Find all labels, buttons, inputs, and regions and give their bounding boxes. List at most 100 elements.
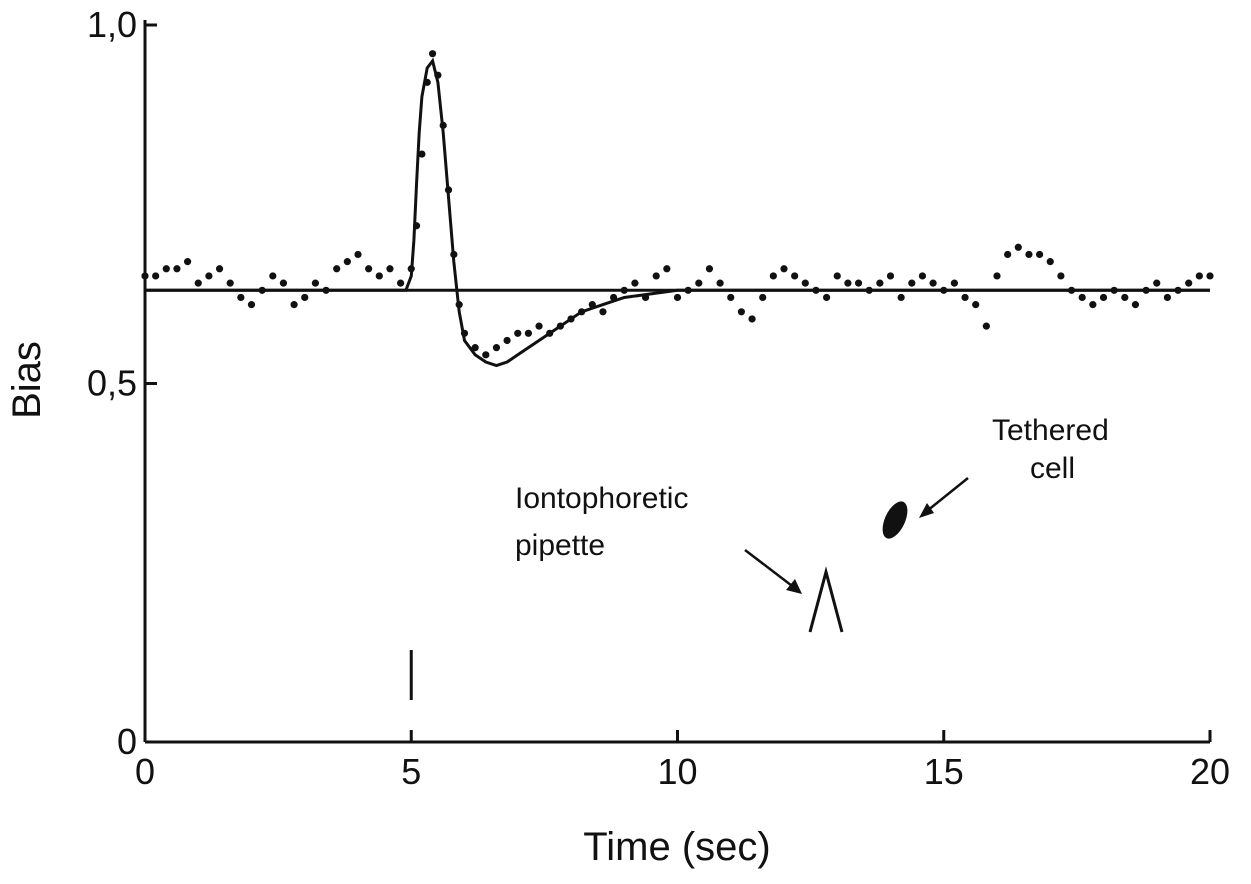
data-point xyxy=(173,265,181,273)
data-point xyxy=(333,265,341,273)
data-point xyxy=(301,293,309,302)
axes xyxy=(143,20,1210,744)
data-point xyxy=(141,272,149,280)
data-point xyxy=(567,315,575,323)
data-point xyxy=(386,265,394,273)
data-point xyxy=(1057,272,1065,280)
pipette-label-line-1: Iontophoretic xyxy=(515,482,688,515)
data-point xyxy=(152,272,160,280)
cell-arrowhead xyxy=(919,503,934,518)
data-point xyxy=(322,286,330,294)
data-point xyxy=(1099,293,1108,302)
data-point xyxy=(184,258,192,266)
data-point xyxy=(428,50,437,58)
data-point xyxy=(833,272,841,280)
data-point xyxy=(759,293,767,302)
data-point xyxy=(450,250,458,259)
data-point xyxy=(801,279,809,287)
pipette-label-line-2: pipette xyxy=(515,529,605,562)
data-point xyxy=(961,293,969,302)
x-tick-label: 20 xyxy=(1190,751,1230,792)
data-point xyxy=(854,279,863,287)
data-point xyxy=(737,308,746,316)
y-tick-label: 1,0 xyxy=(87,4,137,45)
data-point xyxy=(237,293,245,302)
data-point xyxy=(578,308,586,316)
data-point xyxy=(716,279,724,287)
data-point xyxy=(695,279,703,287)
data-point xyxy=(1185,279,1193,287)
data-point xyxy=(705,265,714,273)
data-point xyxy=(546,329,554,337)
data-point xyxy=(1142,286,1150,294)
data-point xyxy=(929,279,937,287)
data-point xyxy=(791,272,799,280)
data-point xyxy=(162,265,170,273)
data-point xyxy=(365,265,373,273)
data-point xyxy=(354,250,362,259)
data-point xyxy=(641,293,650,302)
data-point xyxy=(588,301,596,309)
data-point xyxy=(1121,293,1129,302)
data-point xyxy=(412,222,421,230)
data-point xyxy=(407,265,415,273)
data-point xyxy=(652,272,660,280)
data-point xyxy=(226,279,234,287)
data-point xyxy=(663,265,671,273)
data-point xyxy=(471,344,479,352)
data-point xyxy=(290,301,298,309)
pipette-annotation: Iontophoretic pipette xyxy=(515,482,844,633)
data-point xyxy=(215,265,224,273)
data-point xyxy=(1174,286,1182,294)
data-point xyxy=(780,265,788,273)
data-point xyxy=(1195,272,1203,280)
pipette-arrowhead xyxy=(786,579,802,594)
data-point xyxy=(684,286,692,294)
data-point xyxy=(247,301,256,309)
ticks xyxy=(143,23,1212,744)
tethered-cell-icon xyxy=(882,501,908,539)
pipette-icon xyxy=(808,566,844,633)
data-point xyxy=(503,336,511,345)
data-point xyxy=(460,329,469,337)
data-point xyxy=(397,279,405,287)
data-point xyxy=(631,279,639,287)
data-point xyxy=(455,301,463,309)
data-point xyxy=(886,272,895,280)
data-point xyxy=(492,344,501,352)
x-axis-title: Time (sec) xyxy=(583,825,770,869)
data-point xyxy=(535,322,543,330)
data-point xyxy=(865,286,873,294)
data-point xyxy=(950,279,959,287)
data-point xyxy=(1153,279,1161,287)
data-point xyxy=(311,279,319,287)
data-point xyxy=(194,279,202,287)
data-point xyxy=(423,78,431,86)
data-point xyxy=(610,293,618,302)
data-point xyxy=(444,186,453,194)
data-point xyxy=(1067,286,1076,294)
data-point xyxy=(258,286,266,294)
data-point xyxy=(279,279,288,287)
data-point xyxy=(556,322,564,330)
measured-points xyxy=(141,50,1214,359)
data-point xyxy=(205,272,213,280)
data-point xyxy=(514,329,522,337)
data-point xyxy=(993,272,1001,280)
data-point xyxy=(599,308,607,316)
tick-labels: 0 5 10 15 20 0 0,5 1,0 xyxy=(87,4,1230,792)
data-point xyxy=(434,71,442,79)
data-point xyxy=(823,293,831,302)
cell-annotation: Tethered cell xyxy=(882,414,1109,539)
y-axis-title: Bias xyxy=(5,341,49,419)
data-point xyxy=(269,272,277,280)
data-point xyxy=(1014,243,1022,251)
data-point xyxy=(1036,250,1044,259)
data-point xyxy=(982,322,990,330)
data-point xyxy=(769,272,777,280)
data-point xyxy=(673,293,682,302)
x-tick-label: 15 xyxy=(924,751,964,792)
data-point xyxy=(972,301,980,309)
data-point xyxy=(620,286,628,294)
